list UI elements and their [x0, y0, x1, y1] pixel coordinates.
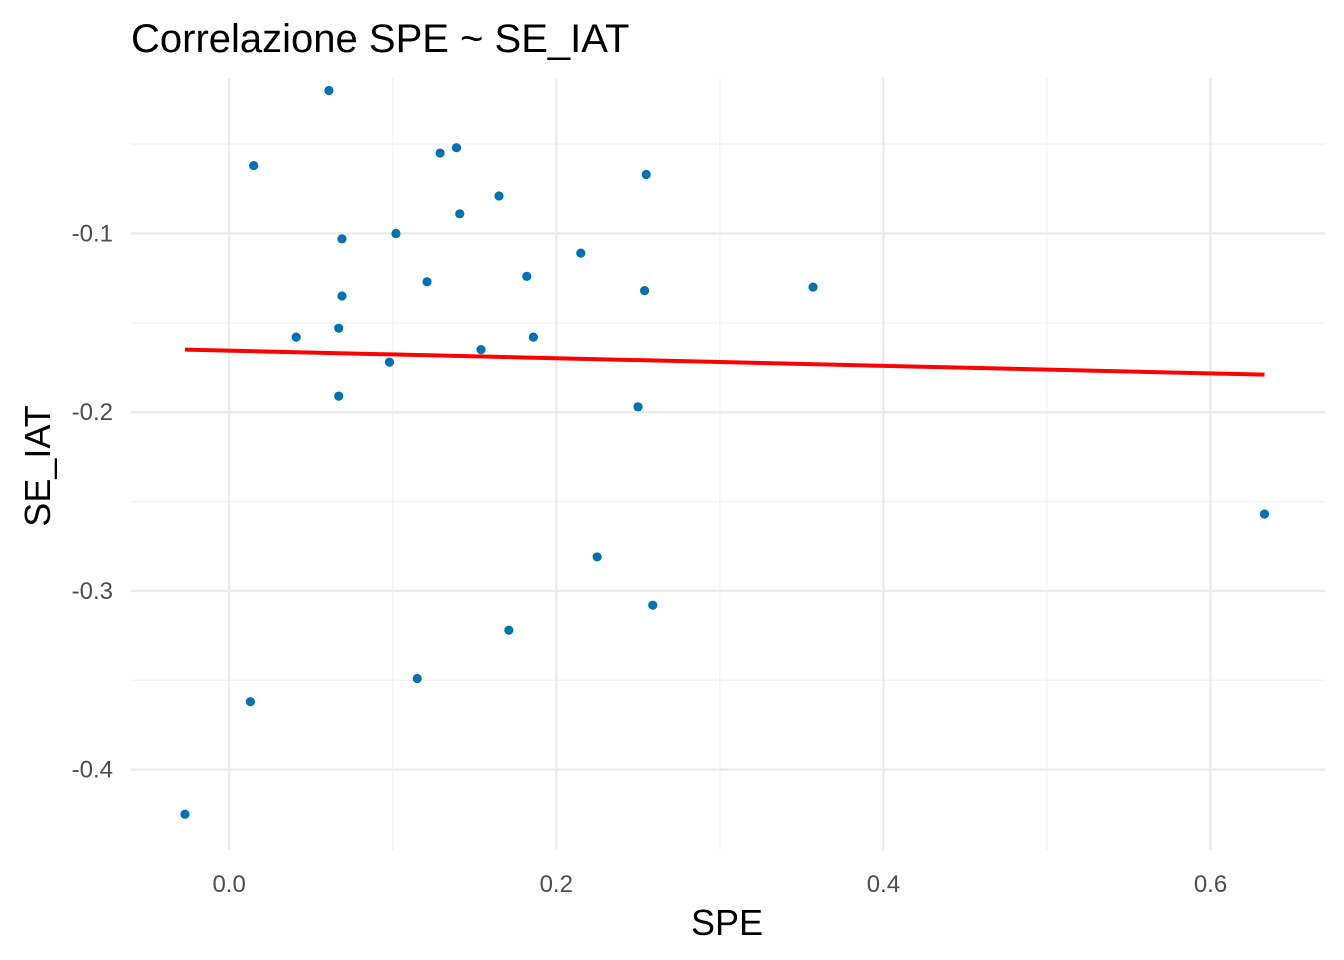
- data-point: [639, 286, 650, 296]
- data-point: [576, 248, 586, 258]
- y-tick-label: -0.1: [72, 220, 113, 247]
- data-point: [808, 282, 818, 292]
- data-point: [324, 85, 334, 96]
- data-point: [384, 357, 395, 367]
- data-point: [412, 673, 422, 684]
- y-axis-label: SE_IAT: [17, 405, 58, 526]
- y-tick-labels: -0.4 -0.3 -0.2 -0.1: [72, 220, 113, 783]
- data-point: [245, 697, 255, 707]
- data-point: [641, 169, 651, 180]
- data-point: [494, 191, 504, 201]
- data-point: [528, 332, 538, 342]
- y-tick-label: -0.4: [72, 757, 113, 784]
- data-point: [337, 234, 347, 244]
- data-point: [455, 209, 465, 219]
- x-tick-label: 0.6: [1194, 871, 1227, 898]
- data-point: [291, 332, 301, 342]
- trend-layer: [184, 347, 1265, 377]
- data-point: [633, 402, 643, 412]
- data-point: [435, 148, 445, 158]
- data-point: [522, 271, 532, 281]
- y-tick-label: -0.2: [72, 399, 113, 426]
- y-tick-label: -0.3: [72, 578, 113, 605]
- data-point: [334, 391, 344, 401]
- minor-grid: [131, 78, 1325, 850]
- data-point: [648, 600, 658, 610]
- data-point: [592, 552, 602, 562]
- data-point: [476, 345, 486, 355]
- data-point: [391, 228, 401, 239]
- data-point: [337, 291, 347, 301]
- x-tick-label: 0.2: [540, 871, 573, 898]
- trend-line: [184, 347, 1265, 377]
- points-layer: [180, 85, 1270, 819]
- chart-title: Correlazione SPE ~ SE_IAT: [131, 17, 629, 61]
- data-point: [451, 143, 462, 153]
- data-point: [422, 277, 432, 287]
- data-point: [504, 625, 514, 635]
- data-point: [1259, 509, 1270, 519]
- x-tick-label: 0.0: [212, 871, 245, 898]
- x-axis-label: SPE: [691, 902, 763, 943]
- x-tick-label: 0.4: [867, 871, 900, 898]
- data-point: [249, 160, 259, 171]
- data-point: [180, 809, 190, 819]
- x-tick-labels: 0.0 0.2 0.4 0.6: [212, 871, 1227, 898]
- major-grid: [131, 78, 1325, 850]
- data-point: [334, 323, 344, 333]
